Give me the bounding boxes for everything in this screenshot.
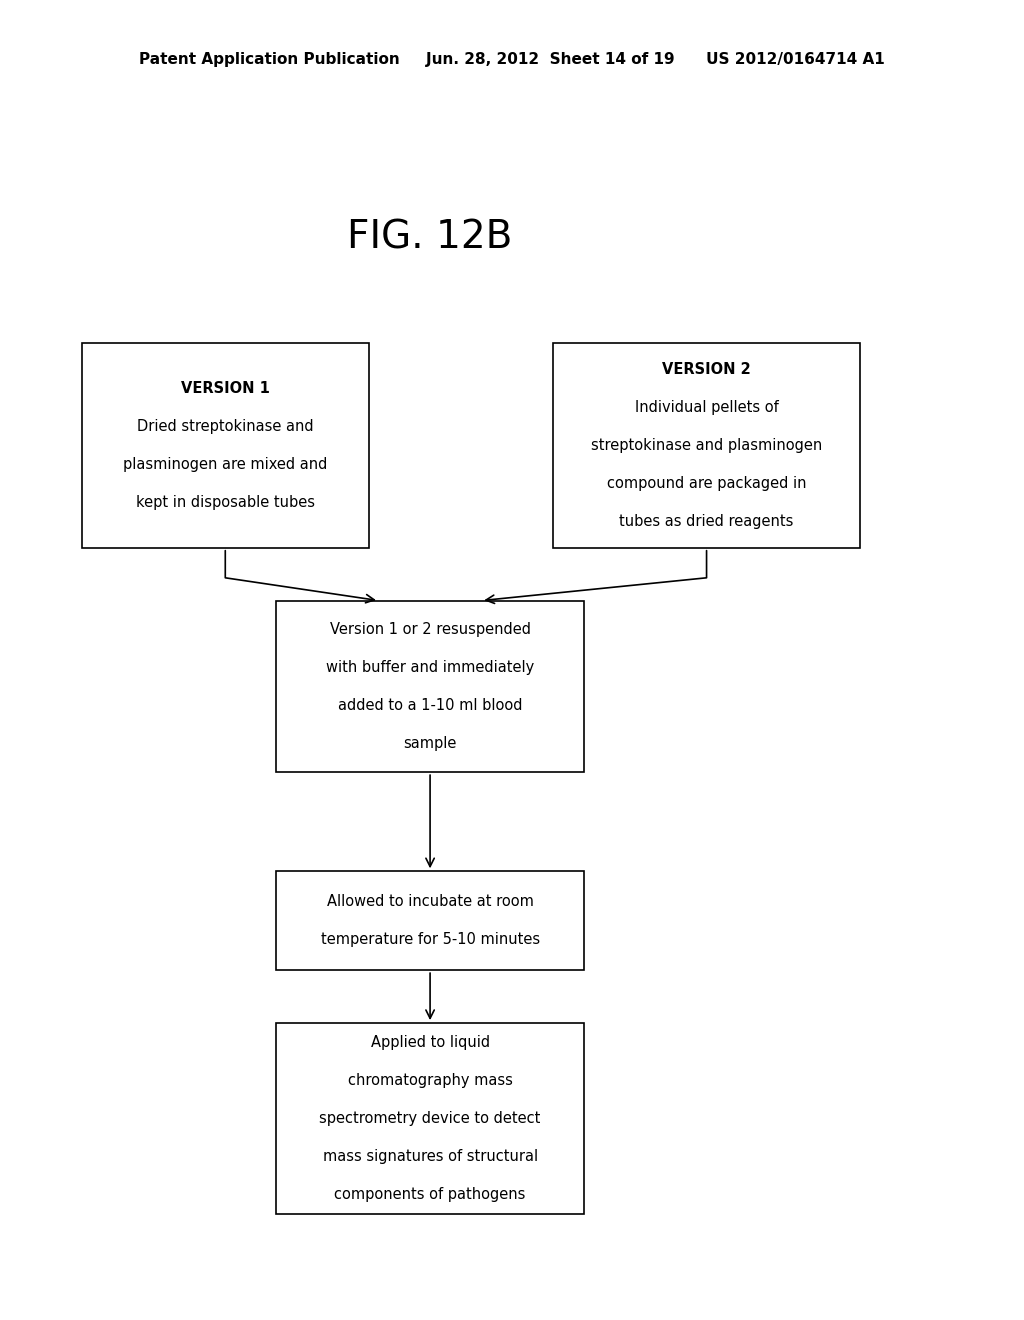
Text: chromatography mass: chromatography mass [347,1073,513,1088]
Text: Applied to liquid: Applied to liquid [371,1035,489,1051]
Text: mass signatures of structural: mass signatures of structural [323,1150,538,1164]
Text: Allowed to incubate at room: Allowed to incubate at room [327,894,534,909]
Text: temperature for 5-10 minutes: temperature for 5-10 minutes [321,932,540,948]
FancyBboxPatch shape [553,343,860,548]
Text: VERSION 2: VERSION 2 [663,362,751,378]
Text: Patent Application Publication     Jun. 28, 2012  Sheet 14 of 19      US 2012/01: Patent Application Publication Jun. 28, … [139,51,885,67]
Text: added to a 1-10 ml blood: added to a 1-10 ml blood [338,698,522,713]
Text: Version 1 or 2 resuspended: Version 1 or 2 resuspended [330,622,530,636]
Text: compound are packaged in: compound are packaged in [607,477,806,491]
FancyBboxPatch shape [276,1023,584,1214]
FancyBboxPatch shape [276,601,584,772]
FancyBboxPatch shape [82,343,369,548]
Text: components of pathogens: components of pathogens [335,1187,525,1203]
Text: Dried streptokinase and: Dried streptokinase and [137,418,313,434]
Text: plasminogen are mixed and: plasminogen are mixed and [123,457,328,473]
Text: Individual pellets of: Individual pellets of [635,400,778,414]
Text: sample: sample [403,737,457,751]
Text: streptokinase and plasminogen: streptokinase and plasminogen [591,438,822,453]
Text: tubes as dried reagents: tubes as dried reagents [620,513,794,529]
FancyBboxPatch shape [276,871,584,970]
Text: kept in disposable tubes: kept in disposable tubes [136,495,314,510]
Text: with buffer and immediately: with buffer and immediately [326,660,535,675]
Text: FIG. 12B: FIG. 12B [347,219,513,256]
Text: spectrometry device to detect: spectrometry device to detect [319,1111,541,1126]
Text: VERSION 1: VERSION 1 [181,381,269,396]
